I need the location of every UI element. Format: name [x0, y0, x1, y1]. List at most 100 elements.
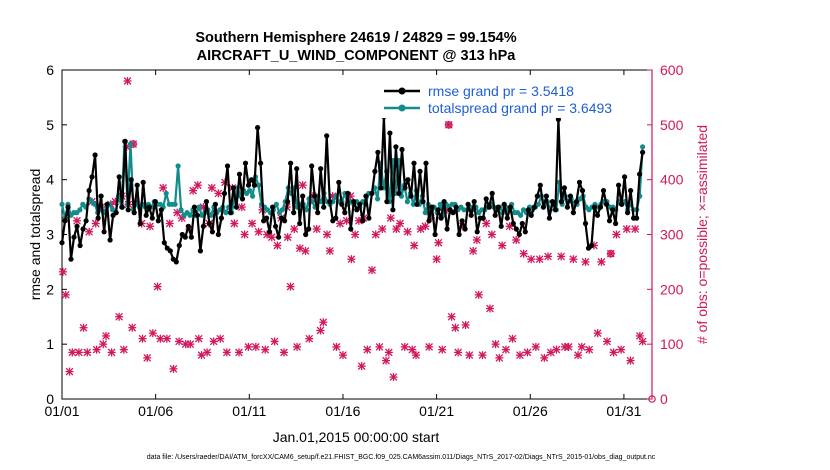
rmse-point — [411, 160, 417, 166]
rmse-point — [369, 190, 375, 196]
rmse-point — [429, 204, 435, 210]
rmse-point — [450, 210, 456, 216]
rmse-point — [291, 210, 297, 216]
rmse-point — [414, 201, 420, 207]
obs-assimilated-marker — [498, 241, 507, 250]
obs-assimilated-marker — [491, 340, 500, 349]
rmse-point — [176, 242, 182, 249]
obs-assimilated-marker — [378, 225, 387, 234]
obs-assimilated-marker — [508, 334, 517, 343]
rmse-point — [113, 210, 119, 216]
totalspread-point — [196, 204, 202, 210]
obs-assimilated-marker — [363, 345, 372, 354]
obs-assimilated-marker — [403, 227, 412, 236]
y-left-tick-label: 5 — [46, 117, 54, 133]
obs-assimilated-marker — [279, 348, 288, 357]
rmse-point — [510, 220, 516, 227]
obs-assimilated-marker — [438, 345, 447, 354]
rmse-point — [80, 226, 86, 232]
y-left-tick-label: 3 — [46, 227, 54, 243]
obs-assimilated-marker — [244, 342, 253, 351]
rmse-point — [239, 196, 246, 202]
totalspread-point — [247, 188, 253, 194]
rmse-point — [459, 218, 465, 224]
rmse-point — [564, 204, 571, 210]
obs-assimilated-marker — [386, 214, 395, 223]
totalspread-point — [640, 144, 646, 150]
y-axis-left-label: rmse and totalspread — [27, 169, 43, 301]
rmse-point — [528, 212, 534, 218]
rmse-point — [233, 204, 240, 210]
rmse-point — [408, 193, 414, 199]
y-left-tick-label: 6 — [46, 62, 54, 78]
series-layer — [59, 114, 646, 265]
obs-assimilated-marker — [371, 230, 380, 239]
rmse-point — [333, 215, 339, 221]
rmse-point — [182, 234, 188, 240]
obs-assimilated-marker — [482, 219, 491, 228]
rmse-point — [324, 133, 330, 139]
rmse-point — [315, 210, 321, 216]
rmse-point — [625, 210, 631, 216]
obs-assimilated-marker — [240, 230, 249, 239]
obs-possible-marker — [444, 121, 453, 129]
rmse-point — [570, 210, 577, 216]
obs-assimilated-marker — [79, 323, 88, 332]
obs-assimilated-marker — [338, 351, 347, 360]
totalspread-point — [422, 210, 428, 216]
rmse-point — [276, 234, 282, 240]
obs-assimilated-marker — [515, 351, 524, 360]
rmse-point — [62, 218, 68, 224]
rmse-point — [522, 229, 528, 235]
x-tick-label: 01/31 — [606, 403, 641, 419]
rmse-point — [215, 231, 221, 238]
obs-assimilated-marker — [162, 334, 171, 343]
rmse-point — [264, 215, 270, 221]
rmse-point — [628, 188, 634, 194]
rmse-point — [402, 185, 408, 191]
rmse-point — [366, 215, 372, 221]
legend: rmse grand pr = 3.5418 totalspread grand… — [378, 80, 640, 118]
rmse-point — [98, 193, 104, 199]
rmse-point — [543, 193, 550, 199]
obs-assimilated-marker — [332, 342, 341, 351]
obs-assimilated-marker — [138, 334, 147, 343]
rmse-point — [438, 215, 444, 221]
totalspread-point — [255, 182, 262, 188]
obs-assimilated-marker — [254, 227, 263, 236]
obs-assimilated-marker — [472, 235, 481, 244]
obs-assimilated-marker — [552, 345, 561, 354]
rmse-point — [68, 256, 74, 262]
x-tick-label: 01/06 — [138, 403, 173, 419]
rmse-point — [297, 220, 303, 227]
chart-title-line2: AIRCRAFT_U_WIND_COMPONENT @ 313 hPa — [197, 48, 517, 64]
totalspread-point — [404, 199, 410, 205]
rmse-point — [597, 204, 604, 210]
rmse-point — [396, 190, 402, 196]
legend-rmse-marker — [398, 87, 406, 95]
y-left-tick-label: 2 — [46, 281, 54, 297]
rmse-point — [393, 144, 399, 150]
obs-assimilated-marker — [392, 225, 401, 234]
rmse-point — [236, 171, 243, 177]
legend-box — [378, 80, 640, 118]
obs-assimilated-marker — [273, 241, 282, 250]
obs-assimilated-marker — [293, 342, 302, 351]
rmse-point — [155, 218, 161, 224]
rmse-point — [417, 168, 423, 174]
rmse-point — [558, 199, 565, 205]
x-tick-label: 01/16 — [325, 403, 360, 419]
obs-assimilated-marker — [451, 323, 460, 332]
obs-assimilated-marker — [425, 342, 434, 351]
rmse-point — [474, 229, 480, 235]
obs-assimilated-marker — [557, 252, 566, 261]
rmse-point — [501, 201, 507, 207]
rmse-point — [516, 231, 522, 238]
obs-assimilated-marker — [357, 362, 366, 371]
totalspread-point — [410, 201, 416, 207]
rmse-point — [348, 226, 354, 232]
obs-assimilated-marker — [432, 255, 441, 264]
obs-assimilated-marker — [396, 219, 405, 228]
rmse-point — [594, 212, 601, 218]
rmse-point — [140, 179, 146, 185]
